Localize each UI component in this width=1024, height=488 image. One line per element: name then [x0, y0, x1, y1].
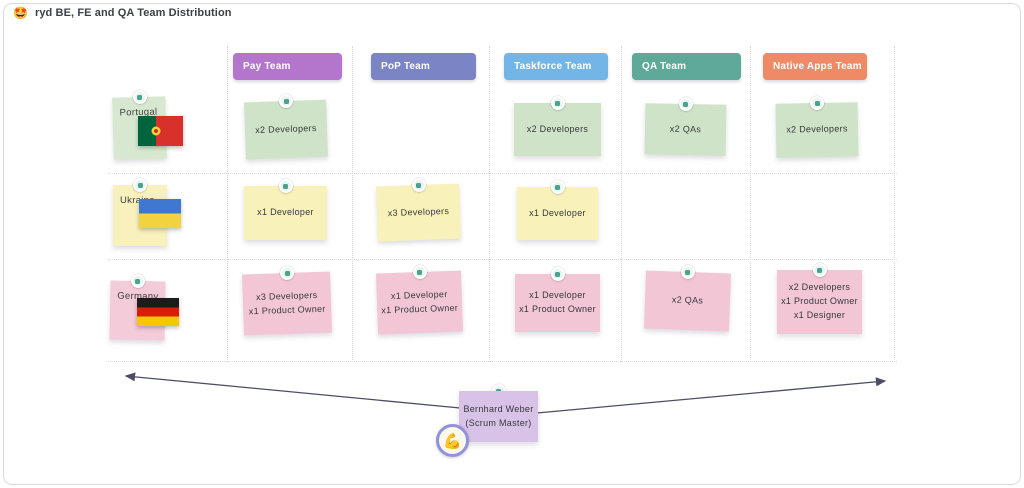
author-stamp-icon: [279, 94, 293, 108]
grid-divider-vertical: [894, 46, 895, 362]
author-stamp-icon: [550, 96, 565, 110]
flag-ukraine[interactable]: [139, 199, 181, 228]
connector-arrow-left[interactable]: [124, 372, 461, 409]
column-header-native-apps-team[interactable]: Native Apps Team: [763, 53, 867, 80]
column-header-pop-team[interactable]: PoP Team: [371, 53, 476, 80]
sticky-note-ukraine-taskforce-team[interactable]: x1 Developer: [517, 187, 598, 240]
muscle-emoji-stamp[interactable]: 💪: [436, 424, 469, 457]
sticky-note-germany-qa-team[interactable]: x2 QAs: [644, 270, 731, 332]
author-stamp-icon: [280, 266, 294, 280]
sticky-note-portugal-taskforce-team[interactable]: x2 Developers: [514, 103, 601, 156]
sticky-note-germany-pay-team[interactable]: x3 Developers x1 Product Owner: [241, 271, 333, 336]
author-stamp-icon: [680, 265, 695, 279]
grid-divider-vertical: [352, 46, 353, 362]
board-title[interactable]: 🤩 ryd BE, FE and QA Team Distribution: [13, 7, 232, 19]
sticky-note-germany-taskforce-team[interactable]: x1 Developer x1 Product Owner: [515, 274, 600, 332]
sticky-note-portugal-native-apps-team[interactable]: x2 Developers: [775, 102, 859, 158]
column-header-qa-team[interactable]: QA Team: [632, 53, 741, 80]
flag-germany[interactable]: [137, 298, 179, 326]
sticky-note-germany-native-apps-team[interactable]: x2 Developers x1 Product Owner x1 Design…: [777, 270, 862, 334]
sticky-note-germany-pop-team[interactable]: x1 Developer x1 Product Owner: [375, 270, 464, 335]
board-title-text: ryd BE, FE and QA Team Distribution: [34, 7, 232, 19]
author-stamp-icon: [810, 96, 824, 110]
sticky-note-portugal-qa-team[interactable]: x2 QAs: [644, 103, 727, 156]
author-stamp-icon: [130, 274, 145, 288]
grid-divider-horizontal: [108, 173, 897, 174]
grid-divider-vertical: [489, 46, 490, 362]
connector-arrow-right[interactable]: [536, 377, 887, 414]
author-stamp-icon: [278, 179, 293, 193]
author-stamp-icon: [678, 97, 693, 111]
scrum-master-note[interactable]: Bernhard Weber (Scrum Master): [459, 391, 538, 442]
sticky-note-ukraine-pay-team[interactable]: x1 Developer: [244, 186, 327, 240]
flag-portugal[interactable]: [138, 116, 183, 146]
grid-divider-horizontal: [108, 259, 897, 260]
author-stamp-icon: [133, 178, 147, 192]
grid-divider-horizontal: [108, 361, 897, 362]
author-stamp-icon: [550, 180, 565, 194]
grid-divider-vertical: [750, 46, 751, 362]
author-stamp-icon: [412, 265, 427, 279]
muscle-emoji-icon: 💪: [443, 432, 462, 450]
sticky-note-portugal-pay-team[interactable]: x2 Developers: [244, 99, 328, 160]
author-stamp-icon: [812, 263, 827, 277]
star-struck-emoji-icon: 🤩: [13, 6, 28, 20]
author-stamp-icon: [132, 90, 147, 104]
column-header-taskforce-team[interactable]: Taskforce Team: [504, 53, 608, 80]
author-stamp-icon: [411, 178, 426, 192]
grid-divider-vertical: [227, 46, 228, 362]
grid-divider-vertical: [621, 46, 622, 362]
author-stamp-icon: [550, 267, 565, 281]
portugal-flag-emblem: [151, 126, 161, 136]
sticky-note-ukraine-pop-team[interactable]: x3 Developers: [376, 183, 461, 242]
column-header-pay-team[interactable]: Pay Team: [233, 53, 342, 80]
